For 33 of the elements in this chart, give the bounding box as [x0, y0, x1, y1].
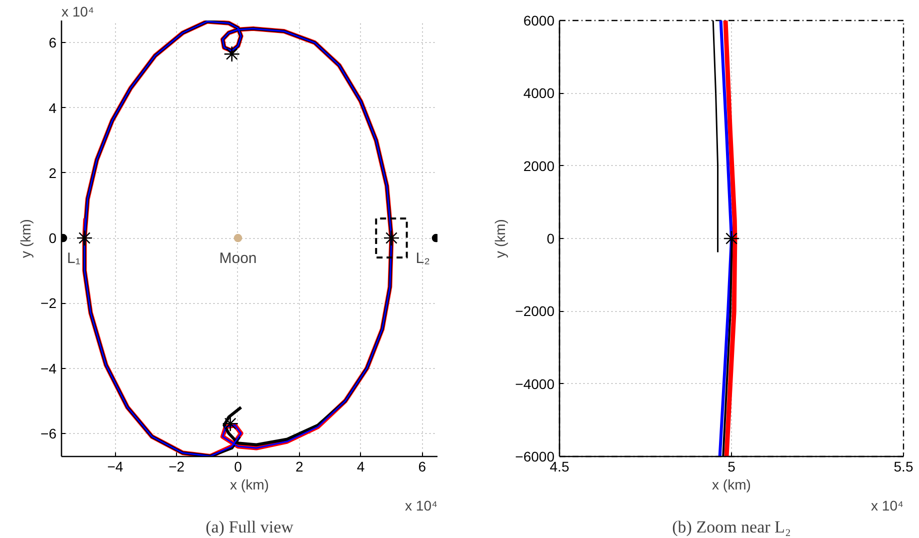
y-tick-label: −6: [40, 425, 57, 442]
y-tick-label: −4000: [515, 376, 555, 392]
y-tick-label: −2000: [515, 303, 555, 320]
y-tick-label: 4: [48, 100, 57, 116]
y-tick-label: 6000: [523, 12, 555, 28]
x-tick-label: 5.5: [894, 458, 914, 474]
text: (b) Zoom near L₂: [672, 518, 791, 536]
x-tick-label: 2: [295, 458, 304, 474]
x-tick-label: 0: [234, 458, 242, 474]
text: x 10⁴: [871, 498, 904, 514]
x-tick-label: 6: [418, 458, 426, 474]
annotation: Moon: [219, 250, 257, 268]
annotation: L₁: [67, 250, 80, 268]
x-axis-title: x (km): [230, 476, 269, 492]
x-axis-title: x (km): [712, 476, 751, 492]
y-tick-label: −4: [40, 360, 57, 376]
y-tick-label: 2: [48, 164, 57, 181]
text: x 10⁴: [405, 498, 438, 514]
y-axis-title: y (km): [492, 219, 508, 258]
x-tick-label: −4: [107, 458, 124, 474]
y-axis-title: y (km): [18, 219, 34, 258]
y-tick-label: −2: [40, 295, 57, 312]
text: (a) Full view: [206, 518, 294, 536]
y-tick-label: 0: [546, 230, 555, 246]
x-tick-label: 4: [356, 458, 365, 474]
x-tick-label: 5: [728, 458, 736, 474]
y-tick-label: 4000: [523, 85, 555, 102]
y-tick-label: 6: [48, 34, 57, 51]
x-tick-label: −2: [168, 458, 185, 474]
y-tick-label: 2000: [523, 158, 555, 174]
y-tick-label: 0: [48, 230, 57, 246]
text: x 10⁴: [62, 4, 94, 20]
annotation: L₂: [416, 250, 430, 268]
